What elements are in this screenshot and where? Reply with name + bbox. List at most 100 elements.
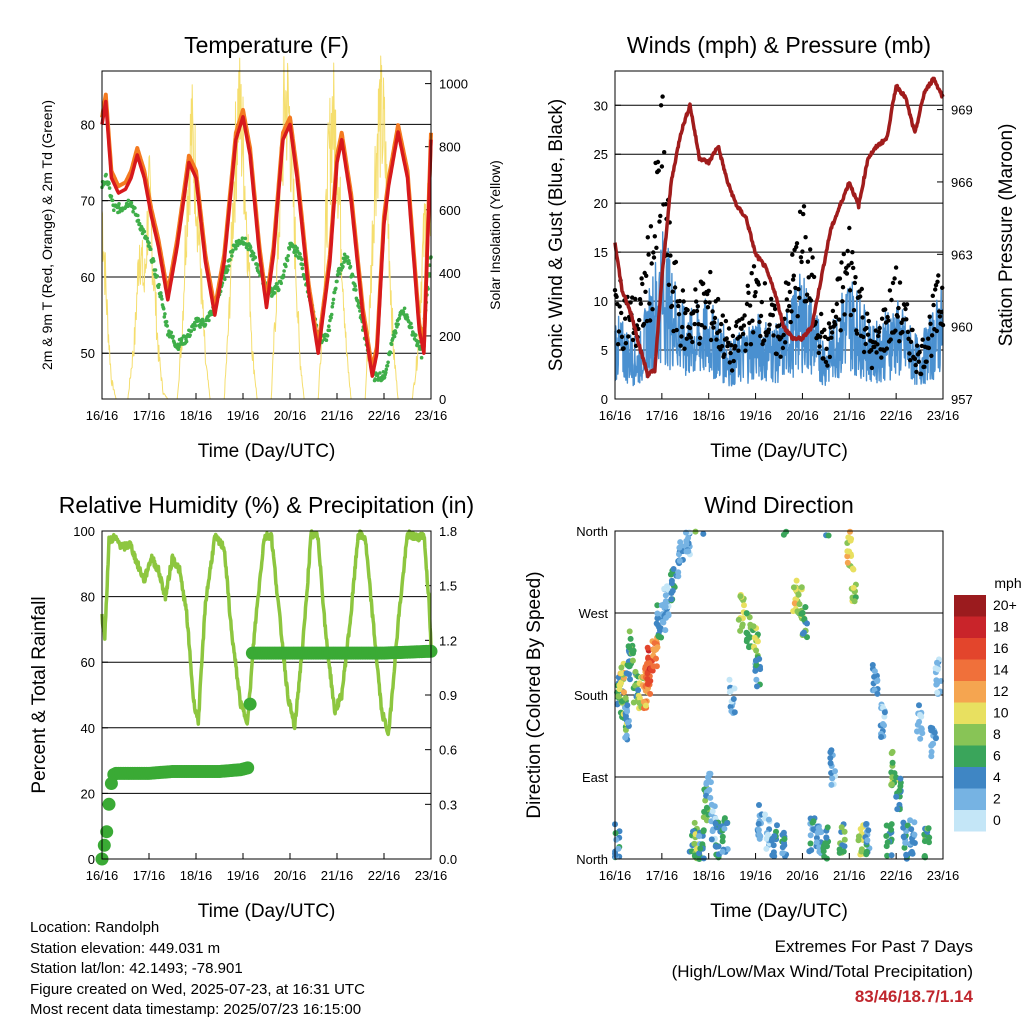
direction-point — [799, 630, 806, 637]
direction-point — [888, 781, 895, 788]
humidity-precip-chart: Relative Humidity (%) & Precipitation (i… — [29, 492, 474, 922]
direction-point — [770, 842, 777, 849]
gust-point — [719, 321, 724, 327]
gust-point — [846, 263, 851, 268]
direction-point — [618, 670, 625, 677]
direction-point — [864, 837, 871, 844]
gust-point — [645, 235, 650, 240]
colorbar-swatch — [954, 595, 986, 617]
direction-point — [804, 620, 810, 627]
direction-point — [909, 838, 916, 845]
gust-point — [879, 316, 885, 321]
gust-point — [879, 355, 884, 360]
x-tick-label: 23/16 — [415, 408, 448, 423]
plot-frame — [101, 530, 432, 860]
dewpoint-point — [153, 268, 158, 272]
direction-point — [661, 585, 668, 592]
direction-point — [621, 689, 627, 696]
gust-point — [711, 325, 716, 330]
gust-point — [687, 325, 693, 331]
colorbar-swatch — [954, 724, 986, 746]
direction-point — [779, 850, 786, 857]
gust-point — [640, 281, 645, 287]
gust-point — [922, 364, 927, 369]
x-tick-label: 19/16 — [227, 408, 260, 423]
gust-point — [699, 323, 704, 328]
direction-point — [724, 820, 731, 827]
extremes-subtitle: (High/Low/Max Wind/Total Precipitation) — [671, 962, 973, 981]
dewpoint-point — [117, 202, 121, 206]
gust-point — [617, 304, 622, 309]
gust-point — [877, 325, 882, 331]
gust-point — [672, 285, 678, 290]
gust-point — [854, 331, 860, 336]
dewpoint-point — [341, 264, 345, 269]
direction-point — [911, 819, 918, 826]
direction-point — [629, 657, 636, 664]
direction-point — [730, 696, 737, 702]
colorbar-label: 12 — [993, 683, 1009, 699]
gust-point — [751, 264, 757, 269]
x-tick-label: 21/16 — [321, 408, 354, 423]
dewpoint-point — [107, 181, 111, 186]
gust-point — [649, 261, 654, 266]
gust-point — [927, 314, 932, 319]
gust-point — [728, 350, 733, 356]
gust-point — [818, 334, 823, 339]
gust-point — [740, 331, 746, 337]
y2-tick-label: 1.2 — [439, 633, 457, 648]
dewpoint-point — [163, 312, 167, 316]
gust-point — [694, 308, 700, 314]
dewpoint-point — [357, 305, 362, 310]
direction-point — [865, 827, 872, 834]
direction-point — [916, 718, 923, 725]
y-tick-label: 70 — [81, 194, 95, 209]
plot-frame — [614, 70, 944, 400]
y-tick-label: East — [582, 770, 608, 785]
gust-point — [917, 350, 922, 355]
dewpoint-point — [384, 367, 389, 372]
direction-point — [822, 840, 829, 847]
winds-pressure-chart: Winds (mph) & Pressure (mb) Time (Day/UTC… — [546, 32, 1017, 462]
gust-point — [895, 314, 900, 319]
gust-point — [797, 295, 802, 300]
gust-point — [830, 308, 836, 314]
direction-point — [712, 820, 719, 827]
direction-point — [757, 666, 764, 673]
x-axis-label: Time (Day/UTC) — [198, 441, 336, 462]
direction-point — [925, 825, 932, 832]
gust-point — [746, 290, 751, 295]
gust-point — [662, 150, 667, 155]
gust-point — [655, 159, 661, 165]
gust-point — [748, 342, 754, 347]
gust-point — [712, 315, 718, 321]
dewpoint-point — [109, 194, 114, 199]
colorbar-swatch — [954, 788, 986, 810]
dewpoint-point — [161, 306, 166, 311]
gust-point — [730, 333, 736, 339]
direction-point — [753, 647, 760, 654]
gust-point — [766, 327, 771, 332]
gust-point — [695, 304, 700, 309]
direction-point — [692, 528, 699, 535]
direction-point — [708, 836, 715, 843]
x-tick-label: 22/16 — [368, 868, 401, 883]
dewpoint-point — [249, 253, 253, 258]
direction-point — [914, 728, 920, 735]
direction-point — [911, 831, 918, 838]
dewpoint-point — [301, 262, 305, 267]
gust-point — [647, 318, 653, 323]
gust-point — [912, 356, 918, 361]
direction-point — [702, 797, 709, 804]
dewpoint-point — [243, 236, 248, 241]
direction-point — [818, 829, 825, 836]
x-tick-label: 19/16 — [227, 868, 260, 883]
gust-point — [756, 282, 761, 287]
direction-point — [653, 663, 660, 670]
dewpoint-point — [240, 236, 245, 240]
gust-point — [876, 329, 882, 335]
dewpoint-point — [388, 350, 393, 355]
gust-point — [786, 281, 791, 286]
gust-point — [893, 328, 898, 333]
